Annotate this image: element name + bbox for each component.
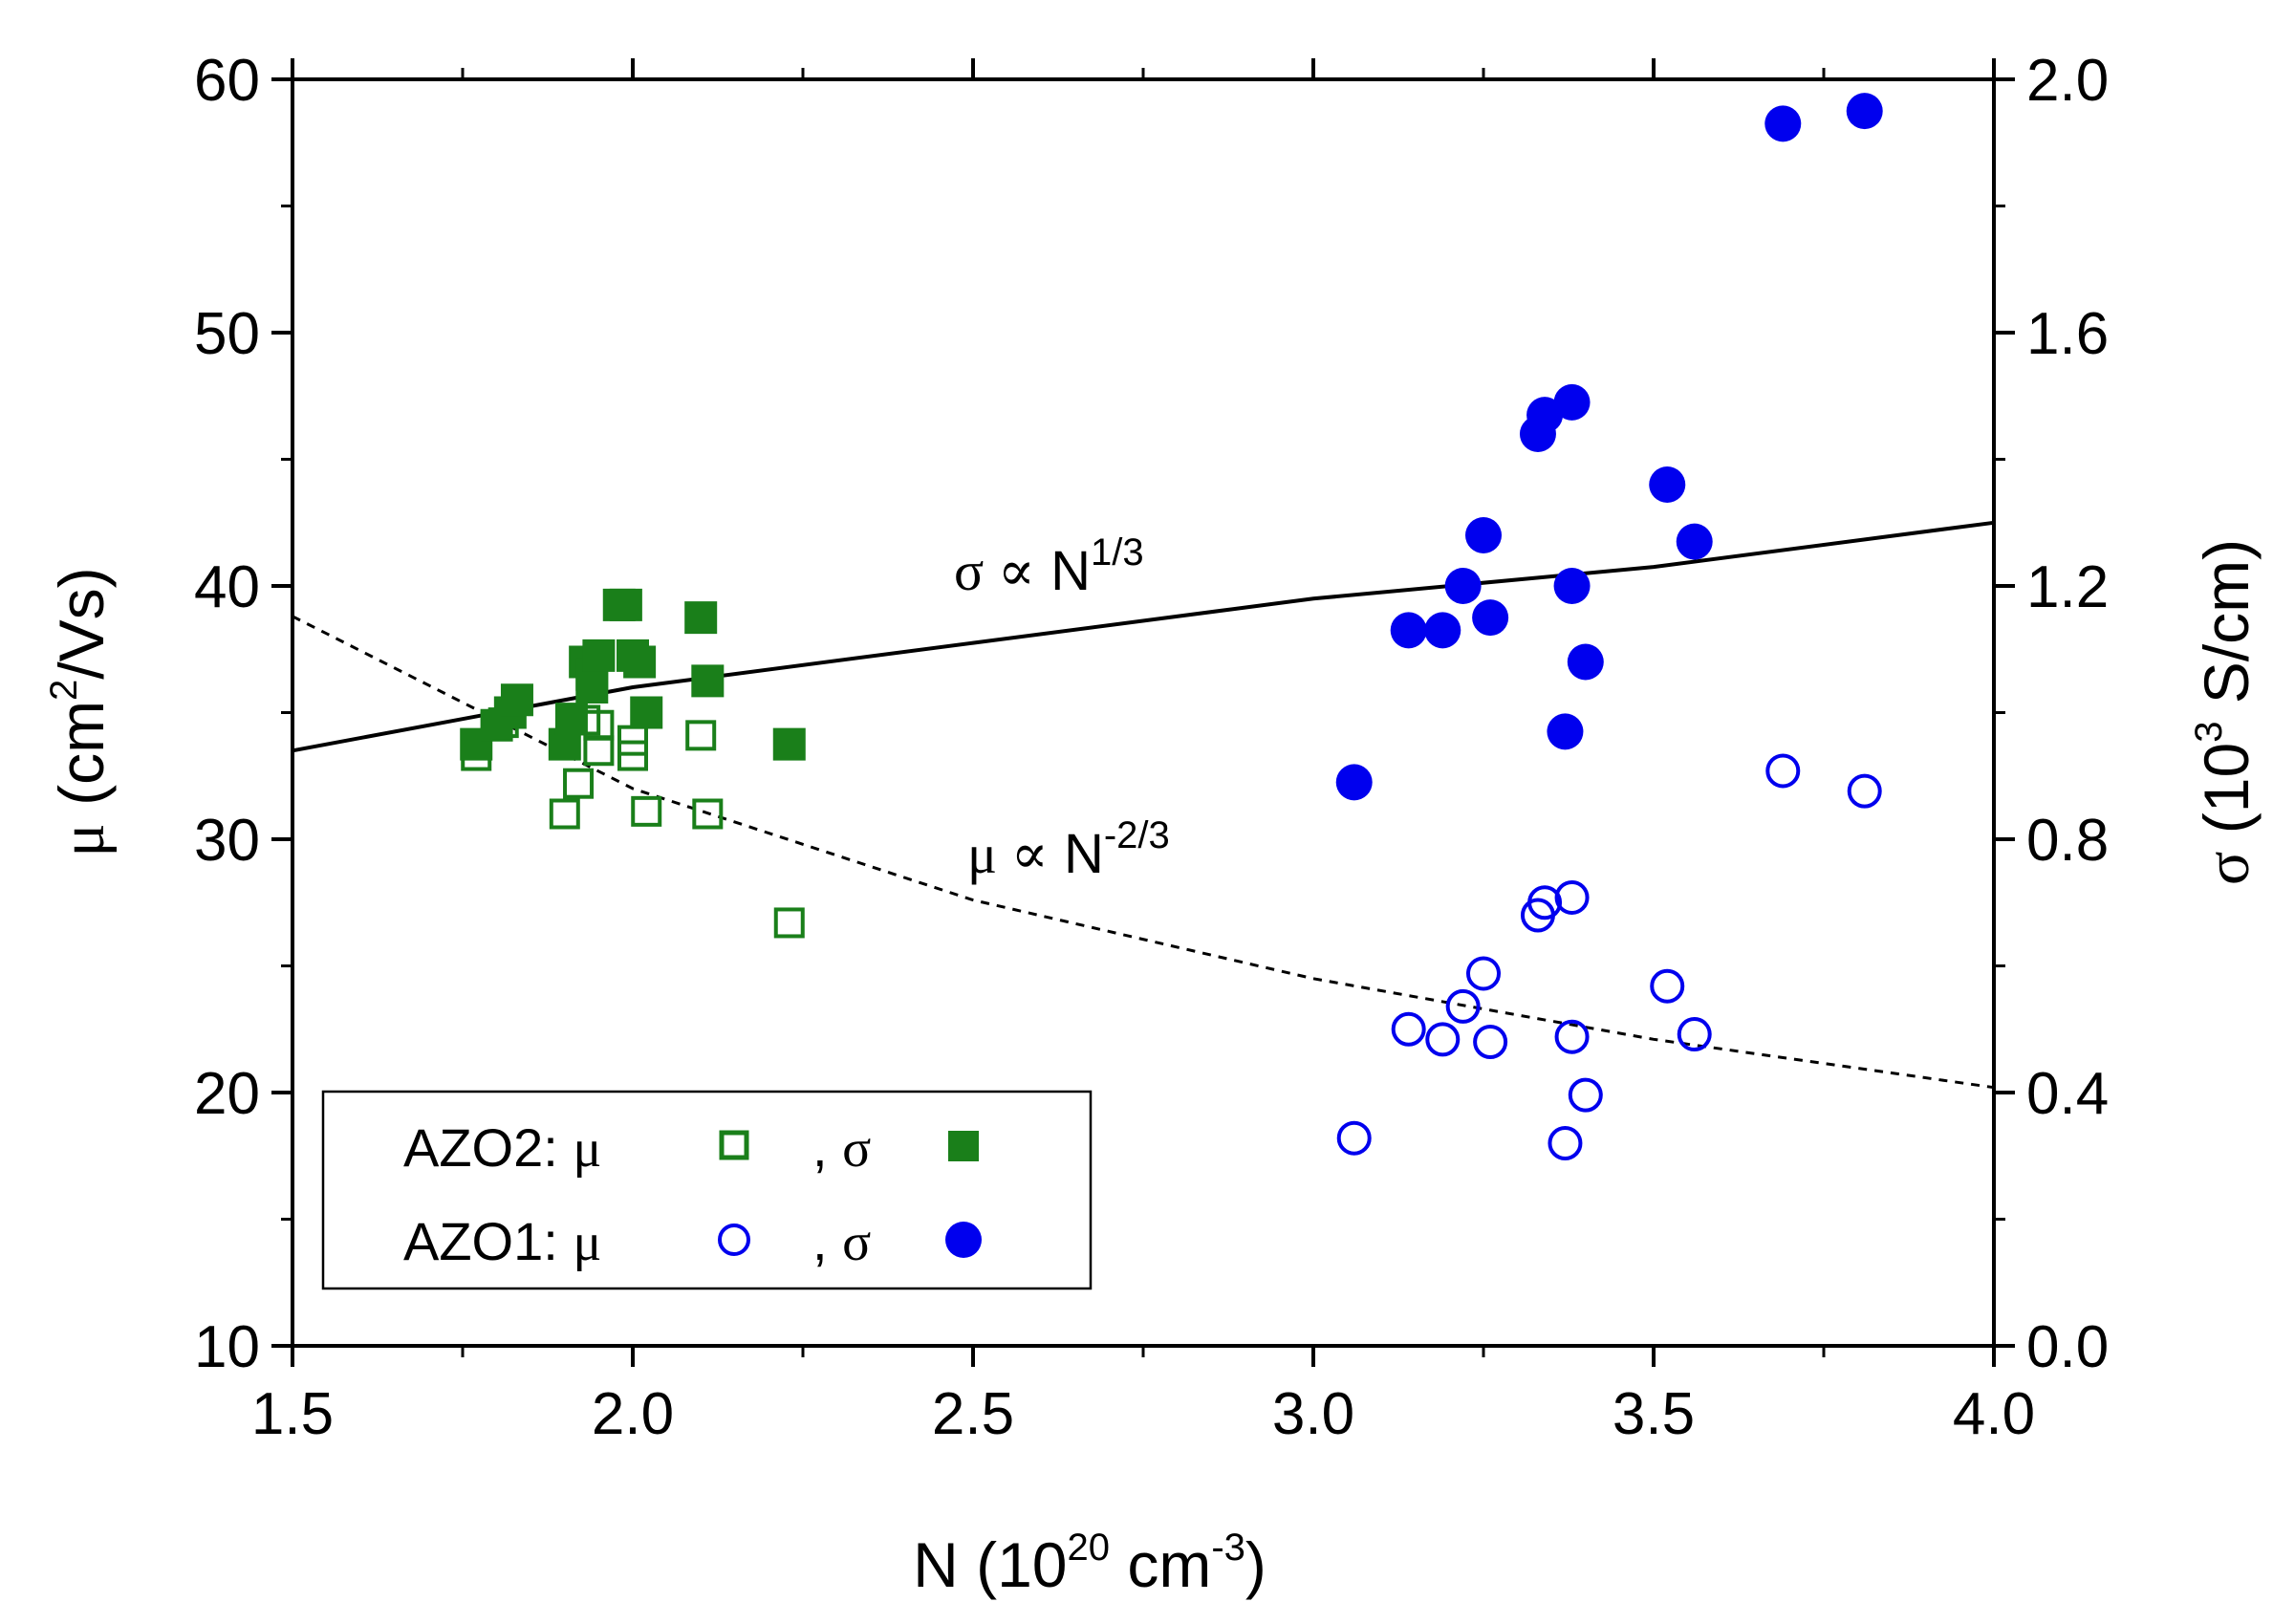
- mu-fit-line: [292, 615, 1995, 1090]
- azo2-conductivity-point: [623, 645, 657, 679]
- azo1-mobility-point: [1473, 1025, 1508, 1059]
- azo2-conductivity-point: [554, 703, 588, 736]
- azo1-mobility-point: [1425, 1022, 1461, 1057]
- azo2-conductivity-point: [691, 664, 725, 698]
- x-axis-title: N (1020 cm-3): [913, 1527, 1266, 1600]
- azo1-mobility-point: [1847, 773, 1882, 809]
- azo1-mobility-point: [1554, 879, 1590, 915]
- azo2-mobility-point: [583, 735, 615, 767]
- azo1-mobility-point: [1554, 1019, 1590, 1054]
- azo2-mobility-point: [773, 907, 805, 939]
- azo1-mobility-point: [1677, 1017, 1712, 1052]
- azo2-conductivity-point: [684, 601, 718, 635]
- azo1-conductivity-point: [1846, 93, 1883, 130]
- azo2-conductivity-point: [582, 639, 616, 672]
- azo1-mobility-point: [1568, 1077, 1603, 1113]
- azo1-mobility-point: [1527, 885, 1563, 920]
- y-left-tick-label: 20: [194, 1061, 260, 1127]
- x-tick-label: 3.0: [1272, 1381, 1354, 1447]
- sigma-fit-annotation: σ ∝ N1/3: [954, 531, 1144, 602]
- data-markers: [460, 93, 1883, 1160]
- azo1-mobility-point: [1650, 968, 1685, 1004]
- azo1-conductivity-point: [1472, 599, 1509, 637]
- legend-label-azo2: AZO2: μ: [403, 1117, 601, 1179]
- y-left-tick-label: 10: [194, 1314, 260, 1380]
- y-right-tick-label: 0.8: [2026, 808, 2109, 874]
- azo1-mobility-point: [1445, 988, 1481, 1024]
- azo2-mobility-point: [692, 798, 724, 830]
- azo2-mobility-point: [549, 798, 580, 830]
- azo2-conductivity-point: [500, 683, 533, 717]
- y-right-tick-label: 0.0: [2026, 1314, 2109, 1380]
- azo2-conductivity-point: [575, 671, 609, 704]
- azo1-conductivity-point: [1335, 764, 1373, 801]
- azo1-conductivity-point: [1465, 517, 1502, 553]
- azo2-mobility-point: [631, 795, 662, 827]
- legend-open-circle-marker: [718, 1223, 750, 1256]
- azo1-conductivity-point: [1567, 643, 1604, 681]
- azo1-conductivity-point: [1526, 397, 1564, 434]
- y-left-tick-label: 60: [194, 48, 260, 114]
- azo2-conductivity-point: [609, 588, 642, 621]
- azo2-conductivity-point: [630, 696, 663, 729]
- legend-open-square-marker: [719, 1130, 749, 1160]
- legend-label-azo1: AZO1: μ: [403, 1211, 601, 1272]
- azo1-conductivity-point: [1444, 568, 1482, 604]
- axis-ticks: 1.5 2.0 2.5 3.0 3.5 4.0 10 20 30 40 50 60 0.0 0.4 0.8 1…: [194, 48, 2109, 1447]
- azo1-conductivity-point: [1547, 713, 1584, 750]
- y-right-tick-label: 1.6: [2026, 301, 2109, 367]
- legend-sigma-azo1: , σ: [812, 1211, 871, 1272]
- x-tick-label: 3.5: [1613, 1381, 1695, 1447]
- x-tick-label: 1.5: [251, 1381, 334, 1447]
- azo1-conductivity-point: [1553, 383, 1591, 421]
- azo1-mobility-point: [1765, 753, 1801, 789]
- y-right-axis-title: σ (103 S/cm): [2188, 539, 2262, 885]
- x-tick-label: 4.0: [1953, 1381, 2035, 1447]
- azo1-conductivity-point: [1553, 568, 1591, 604]
- azo1-mobility-point: [1336, 1120, 1372, 1156]
- azo2-mobility-point: [563, 768, 595, 799]
- y-left-axis-title: μ (cm2/Vs): [43, 567, 118, 856]
- y-left-tick-label: 40: [194, 554, 260, 620]
- legend: AZO2: μ , σ AZO1: μ , σ: [321, 1090, 1093, 1290]
- legend-sigma-azo2: , σ: [812, 1117, 871, 1179]
- azo1-conductivity-point: [1424, 612, 1461, 649]
- azo2-conductivity-point: [772, 727, 806, 761]
- azo1-mobility-point: [1466, 956, 1501, 991]
- fit-lines: [292, 520, 1995, 1090]
- y-right-tick-label: 0.4: [2026, 1061, 2109, 1127]
- y-right-tick-label: 1.2: [2026, 554, 2109, 620]
- azo1-mobility-point: [1391, 1011, 1426, 1047]
- azo2-mobility-point: [685, 720, 717, 751]
- y-right-tick-label: 2.0: [2026, 48, 2109, 114]
- azo1-conductivity-point: [1764, 105, 1802, 142]
- legend-filled-square-marker: [948, 1131, 979, 1161]
- x-tick-label: 2.0: [592, 1381, 674, 1447]
- legend-filled-circle-marker: [945, 1222, 982, 1258]
- azo1-mobility-point: [1548, 1126, 1583, 1160]
- azo1-conductivity-point: [1676, 523, 1713, 560]
- y-left-tick-label: 50: [194, 301, 260, 367]
- y-left-tick-label: 30: [194, 808, 260, 874]
- azo1-conductivity-point: [1390, 612, 1427, 649]
- mu-fit-annotation: μ ∝ N-2/3: [967, 814, 1170, 885]
- azo1-conductivity-point: [1649, 466, 1686, 503]
- x-tick-label: 2.5: [932, 1381, 1014, 1447]
